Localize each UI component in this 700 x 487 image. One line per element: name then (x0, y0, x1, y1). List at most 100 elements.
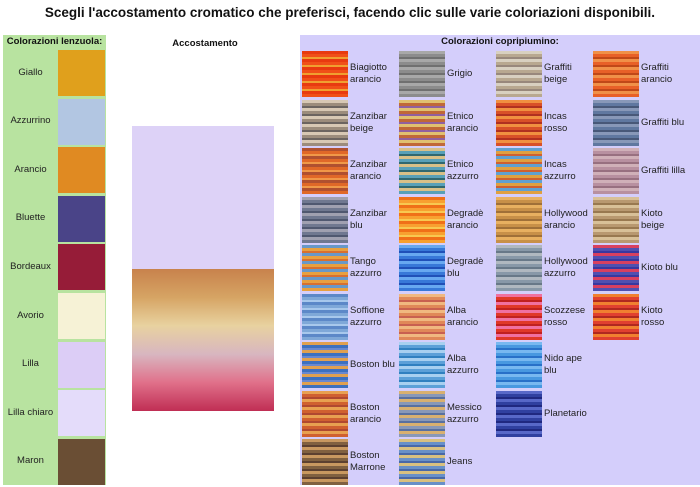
duvet-swatch[interactable] (399, 293, 445, 340)
duvet-swatch[interactable] (302, 51, 348, 97)
duvet-option-degrade-arancio[interactable]: Degradè arancio (397, 196, 494, 244)
sheet-option-giallo[interactable]: Giallo (3, 49, 106, 96)
sheet-colors-panel: Colorazioni lenzuola: Giallo Azzurrino Ara… (3, 35, 106, 485)
sheet-swatch[interactable] (58, 195, 105, 242)
duvet-option-degrade-blu[interactable]: Degradè blu (397, 244, 494, 292)
duvet-swatch[interactable] (302, 245, 348, 291)
duvet-swatch[interactable] (302, 439, 348, 485)
duvet-swatch[interactable] (593, 293, 639, 340)
preview-header: Accostamento (172, 38, 238, 49)
sheet-option-label: Giallo (18, 66, 43, 78)
duvet-option-alba-arancio[interactable]: Alba arancio (397, 293, 494, 341)
duvet-swatch[interactable] (399, 99, 445, 146)
duvet-option-alba-azzurro[interactable]: Alba azzurro (397, 341, 494, 389)
sheet-option-azzurrino[interactable]: Azzurrino (3, 98, 106, 145)
duvet-option-label: Graffiti arancio (641, 62, 673, 85)
duvet-swatch[interactable] (399, 51, 445, 97)
sheet-swatch[interactable] (58, 438, 105, 485)
duvet-option-kioto-blu[interactable]: Kioto blu (591, 244, 688, 292)
duvet-swatch[interactable] (496, 342, 542, 388)
sheet-swatch[interactable] (58, 98, 105, 145)
sheet-swatch[interactable] (58, 390, 105, 437)
duvet-option-grigio[interactable]: Grigio (397, 50, 494, 98)
sheet-swatch[interactable] (58, 293, 105, 339)
duvet-option-boston-marrone[interactable]: Boston Marrone (300, 438, 397, 486)
sheet-option-label: Arancio (14, 163, 47, 175)
duvet-option-graffiti-beige[interactable]: Graffiti beige (494, 50, 591, 98)
duvet-swatch[interactable] (302, 293, 348, 340)
duvet-option-messico-azzurro[interactable]: Messico azzurro (397, 390, 494, 438)
sheet-option-arancio[interactable]: Arancio (3, 146, 106, 194)
duvet-option-boston-arancio[interactable]: Boston arancio (300, 390, 397, 438)
duvet-swatch[interactable] (399, 390, 445, 437)
duvet-option-kioto-rosso[interactable]: Kioto rosso (591, 293, 688, 341)
duvet-swatch[interactable] (302, 99, 348, 146)
sheet-option-maron[interactable]: Maron (3, 438, 106, 485)
sheet-option-avorio[interactable]: Avorio (3, 292, 106, 339)
duvet-swatch[interactable] (593, 148, 639, 194)
duvet-option-label: Messico azzurro (447, 401, 482, 425)
duvet-option-incas-azzurro[interactable]: Incas azzurro (494, 147, 591, 195)
duvet-option-nido-ape-blu[interactable]: Nido ape blu (494, 341, 591, 389)
sheet-option-label: Maron (17, 455, 44, 467)
duvet-option-graffiti-lilla[interactable]: Graffiti lilla (591, 147, 688, 195)
duvet-swatch[interactable] (399, 439, 445, 485)
sheet-swatch[interactable] (58, 341, 105, 388)
sheet-option-label: Azzurrino (10, 115, 51, 127)
duvet-swatch[interactable] (302, 390, 348, 437)
duvet-option-label: Hollywood azzurro (544, 256, 588, 279)
duvet-swatch[interactable] (496, 245, 542, 291)
duvet-swatch[interactable] (593, 245, 639, 291)
duvet-option-biagiotto-arancio[interactable]: Biagiotto arancio (300, 50, 397, 98)
duvet-option-label: Graffiti blu (641, 116, 685, 128)
sheet-option-lilla-chiaro[interactable]: Lilla chiaro (3, 389, 106, 437)
duvet-swatch[interactable] (399, 342, 445, 388)
duvet-option-planetario[interactable]: Planetario (494, 390, 591, 438)
duvet-swatch[interactable] (302, 342, 348, 388)
duvet-option-scozzese-rosso[interactable]: Scozzese rosso (494, 293, 591, 341)
sheet-swatch[interactable] (58, 147, 105, 194)
duvet-swatch[interactable] (496, 99, 542, 146)
sheet-option-lilla[interactable]: Lilla (3, 341, 106, 388)
duvet-swatch[interactable] (496, 390, 542, 437)
duvet-option-etnico-azzurro[interactable]: Etnico azzurro (397, 147, 494, 195)
duvet-option-incas-rosso[interactable]: Incas rosso (494, 99, 591, 147)
duvet-option-label: Incas azzurro (544, 159, 576, 182)
duvet-option-label: Graffiti lilla (641, 165, 686, 176)
duvet-swatch[interactable] (593, 99, 639, 146)
duvet-swatch[interactable] (593, 196, 639, 243)
sheet-option-bordeaux[interactable]: Bordeaux (3, 243, 106, 291)
duvet-option-graffiti-blu[interactable]: Graffiti blu (591, 99, 688, 147)
preview-cover (132, 269, 274, 411)
sheet-option-label: Avorio (17, 309, 44, 321)
duvet-swatch[interactable] (496, 293, 542, 340)
duvet-swatch[interactable] (496, 148, 542, 194)
duvet-option-boston-blu[interactable]: Boston blu (300, 341, 397, 389)
duvet-option-label: Nido ape blu (544, 353, 583, 376)
duvet-option-etnico-arancio[interactable]: Etnico arancio (397, 99, 494, 147)
duvet-swatch[interactable] (302, 196, 348, 243)
duvet-option-soffione-azzurro[interactable]: Soffione azzurro (300, 293, 397, 341)
duvet-option-hollywood-arancio[interactable]: Hollywood arancio (494, 196, 591, 244)
duvet-option-jeans[interactable]: Jeans (397, 438, 494, 486)
duvet-option-hollywood-azzurro[interactable]: Hollywood azzurro (494, 244, 591, 292)
duvet-option-zanzibar-beige[interactable]: Zanzibar beige (300, 99, 397, 147)
duvet-swatch[interactable] (593, 51, 639, 97)
duvet-option-kioto-beige[interactable]: Kioto beige (591, 196, 688, 244)
duvet-option-graffiti-arancio[interactable]: Graffiti arancio (591, 50, 688, 98)
duvet-option-zanzibar-blu[interactable]: Zanzibar blu (300, 196, 397, 244)
duvet-option-label: Kioto blu (641, 262, 678, 273)
duvet-swatch[interactable] (399, 148, 445, 194)
sheet-swatch[interactable] (58, 50, 105, 96)
duvet-swatch[interactable] (399, 245, 445, 291)
duvet-swatch[interactable] (496, 196, 542, 243)
duvet-swatch[interactable] (496, 51, 542, 97)
sheet-swatch[interactable] (58, 244, 105, 291)
duvet-option-label: Hollywood arancio (544, 207, 588, 231)
duvet-option-zanzibar-arancio[interactable]: Zanzibar arancio (300, 147, 397, 195)
duvet-swatch[interactable] (302, 148, 348, 194)
sheet-option-bluette[interactable]: Bluette (3, 195, 106, 242)
duvet-option-tango-azzurro[interactable]: Tango azzurro (300, 244, 397, 292)
duvet-option-label: Degradè blu (447, 256, 484, 279)
duvet-swatch[interactable] (399, 196, 445, 243)
